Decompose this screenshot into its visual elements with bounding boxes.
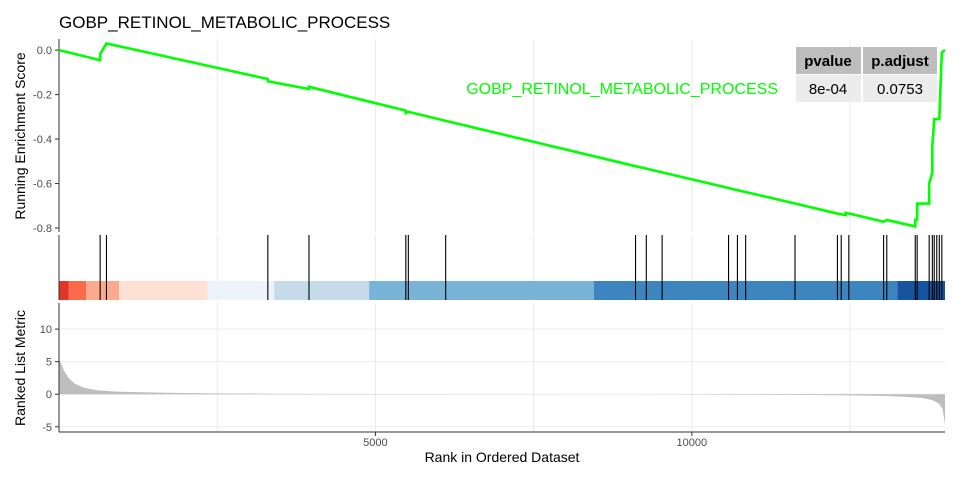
y-tick-label: 0.0 bbox=[37, 45, 52, 57]
y-tick-label: 10 bbox=[40, 324, 52, 336]
y-tick-label: -0.4 bbox=[33, 134, 52, 146]
running-score-grid bbox=[216, 39, 851, 232]
x-tick-label: 5000 bbox=[363, 437, 387, 449]
table-header-padjust: p.adjust bbox=[871, 53, 929, 70]
table-header-cell bbox=[796, 47, 861, 74]
table-value-cell bbox=[796, 75, 861, 102]
chart-title: GOBP_RETINOL_METABOLIC_PROCESS bbox=[59, 13, 390, 32]
running-score-line bbox=[58, 41, 946, 229]
y-tick-label: -5 bbox=[42, 422, 52, 434]
y-tick-label: 0 bbox=[46, 389, 52, 401]
running-score-panel: 0.0 -0.2 -0.4 -0.6 -0.8 GOBP_RETINOL_METABOL… bbox=[12, 39, 946, 235]
table-value-cell bbox=[863, 75, 937, 102]
rank-color-bar bbox=[59, 281, 945, 300]
series-label: GOBP_RETINOL_METABOLIC_PROCESS bbox=[466, 81, 778, 98]
ranked-metric-panel: 10 5 0 -5 5000 10000 Ranked List Metric Rank… bbox=[12, 303, 945, 465]
y-tick-label: -0.2 bbox=[33, 90, 52, 102]
ranked-metric-area bbox=[59, 358, 945, 425]
table-value-pvalue: 8e-04 bbox=[809, 81, 847, 98]
running-score-y-label: Running Enrichment Score bbox=[12, 52, 28, 220]
x-axis-label: Rank in Ordered Dataset bbox=[425, 449, 580, 465]
y-tick-label: 5 bbox=[46, 357, 52, 369]
table-value-padjust: 0.0753 bbox=[877, 81, 923, 98]
hits-grid bbox=[216, 235, 851, 281]
ranked-metric-y-label: Ranked List Metric bbox=[12, 310, 28, 426]
color-band bbox=[68, 281, 87, 300]
color-band bbox=[897, 281, 945, 300]
color-band bbox=[119, 281, 208, 300]
color-band bbox=[59, 281, 69, 300]
table-header-pvalue: pvalue bbox=[804, 53, 852, 70]
hit-lines bbox=[99, 235, 943, 300]
y-tick-label: -0.8 bbox=[33, 223, 52, 235]
color-band bbox=[86, 281, 120, 300]
running-score-y-ticks: 0.0 -0.2 -0.4 -0.6 -0.8 bbox=[33, 45, 59, 235]
hits-panel bbox=[58, 235, 945, 300]
stats-table: pvalue p.adjust 8e-04 0.0753 bbox=[796, 47, 937, 102]
ranked-metric-grid bbox=[59, 303, 945, 432]
color-band bbox=[274, 281, 370, 300]
color-band bbox=[369, 281, 594, 300]
ranked-metric-y-ticks: 10 5 0 -5 bbox=[40, 324, 59, 434]
x-tick-label: 10000 bbox=[677, 437, 708, 449]
table-header-cell bbox=[863, 47, 937, 74]
color-band bbox=[207, 281, 275, 300]
x-ticks: 5000 10000 bbox=[363, 432, 707, 449]
y-tick-label: -0.6 bbox=[33, 179, 52, 191]
